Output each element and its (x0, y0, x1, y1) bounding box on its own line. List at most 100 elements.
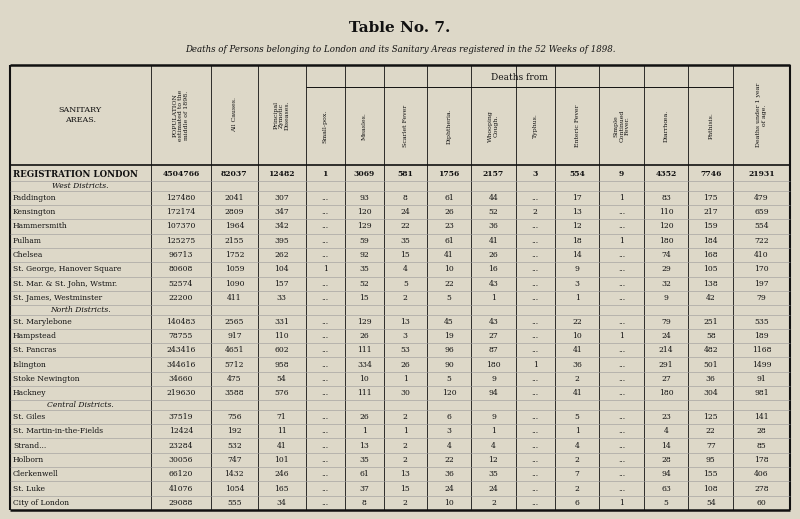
Text: 3: 3 (533, 170, 538, 178)
Text: 243416: 243416 (166, 346, 196, 354)
Text: 26: 26 (401, 361, 410, 368)
Text: 1168: 1168 (752, 346, 771, 354)
Text: Enteric Fever: Enteric Fever (574, 105, 580, 147)
Text: 12482: 12482 (268, 170, 295, 178)
Text: 178: 178 (754, 456, 769, 464)
Text: 2: 2 (574, 485, 580, 493)
Text: 79: 79 (757, 294, 766, 302)
Text: 7746: 7746 (700, 170, 722, 178)
Text: 13: 13 (359, 442, 370, 449)
Text: 138: 138 (703, 280, 718, 288)
Text: 23: 23 (662, 413, 671, 421)
Text: 2041: 2041 (225, 194, 244, 202)
Text: 12: 12 (489, 456, 498, 464)
Text: 61: 61 (444, 194, 454, 202)
Text: 262: 262 (274, 251, 289, 259)
Text: 120: 120 (442, 389, 456, 397)
Text: 14: 14 (572, 251, 582, 259)
Text: 41076: 41076 (169, 485, 193, 493)
Text: ...: ... (532, 389, 539, 397)
Text: 4: 4 (664, 427, 669, 435)
Text: 1: 1 (362, 427, 367, 435)
Text: Hammersmith: Hammersmith (13, 223, 68, 230)
Text: 43: 43 (489, 318, 498, 325)
Text: 28: 28 (662, 456, 671, 464)
Text: 94: 94 (662, 470, 671, 478)
Text: ...: ... (618, 223, 626, 230)
Text: 5: 5 (664, 499, 669, 507)
Text: 172174: 172174 (166, 208, 195, 216)
Text: 411: 411 (227, 294, 242, 302)
Text: 344616: 344616 (166, 361, 196, 368)
Text: 2809: 2809 (225, 208, 244, 216)
Text: 83: 83 (662, 194, 671, 202)
Text: 217: 217 (703, 208, 718, 216)
Text: 111: 111 (357, 389, 372, 397)
Text: 66120: 66120 (169, 470, 193, 478)
Text: ...: ... (618, 280, 626, 288)
Text: 53: 53 (401, 346, 410, 354)
Text: 2: 2 (491, 499, 496, 507)
Text: ...: ... (322, 427, 329, 435)
Text: 141: 141 (754, 413, 769, 421)
Text: 52574: 52574 (169, 280, 193, 288)
Text: ...: ... (322, 442, 329, 449)
Text: 602: 602 (274, 346, 289, 354)
Text: 219630: 219630 (166, 389, 196, 397)
Text: 41: 41 (277, 442, 286, 449)
Text: 26: 26 (444, 208, 454, 216)
Text: ...: ... (322, 332, 329, 340)
Text: 180: 180 (486, 361, 501, 368)
Text: 246: 246 (274, 470, 289, 478)
Text: 107370: 107370 (166, 223, 196, 230)
Text: 1: 1 (574, 294, 580, 302)
Text: ...: ... (322, 251, 329, 259)
Text: 22: 22 (706, 427, 716, 435)
Text: Phthisis.: Phthisis. (708, 113, 714, 140)
Text: 1: 1 (403, 375, 408, 383)
Text: 165: 165 (274, 485, 289, 493)
Text: 24: 24 (444, 485, 454, 493)
Text: ...: ... (618, 318, 626, 325)
Text: 120: 120 (659, 223, 674, 230)
Text: 1499: 1499 (752, 361, 771, 368)
Text: 35: 35 (359, 265, 370, 274)
Text: 12424: 12424 (169, 427, 193, 435)
Text: 22200: 22200 (169, 294, 193, 302)
Text: 26: 26 (359, 413, 370, 421)
Text: 1: 1 (619, 194, 624, 202)
Text: 93: 93 (359, 194, 370, 202)
Text: 8: 8 (403, 194, 408, 202)
Text: 37519: 37519 (169, 413, 194, 421)
Text: 2: 2 (403, 413, 408, 421)
Text: Fulham: Fulham (13, 237, 42, 245)
Text: 4: 4 (491, 442, 496, 449)
Text: 180: 180 (659, 237, 674, 245)
Text: 111: 111 (357, 346, 372, 354)
Text: 981: 981 (754, 389, 769, 397)
Text: 2155: 2155 (225, 237, 244, 245)
Text: 4: 4 (574, 442, 580, 449)
Text: 576: 576 (274, 389, 289, 397)
Text: Holborn: Holborn (13, 456, 44, 464)
Text: 4: 4 (446, 442, 451, 449)
Text: 12: 12 (572, 223, 582, 230)
Text: ...: ... (618, 346, 626, 354)
Text: 535: 535 (754, 318, 769, 325)
Text: 52: 52 (489, 208, 498, 216)
Text: ...: ... (322, 413, 329, 421)
Text: ...: ... (618, 413, 626, 421)
Text: 140483: 140483 (166, 318, 196, 325)
Text: 917: 917 (227, 332, 242, 340)
Text: 10: 10 (444, 265, 454, 274)
Text: 26: 26 (489, 251, 498, 259)
Text: 91: 91 (757, 375, 766, 383)
Text: St. Martin-in-the-Fields: St. Martin-in-the-Fields (13, 427, 103, 435)
Text: 482: 482 (703, 346, 718, 354)
Text: ...: ... (322, 318, 329, 325)
Text: Strand...: Strand... (13, 442, 46, 449)
Text: ...: ... (322, 375, 329, 383)
Text: 1: 1 (619, 499, 624, 507)
Text: 90: 90 (444, 361, 454, 368)
Text: 9: 9 (491, 413, 496, 421)
